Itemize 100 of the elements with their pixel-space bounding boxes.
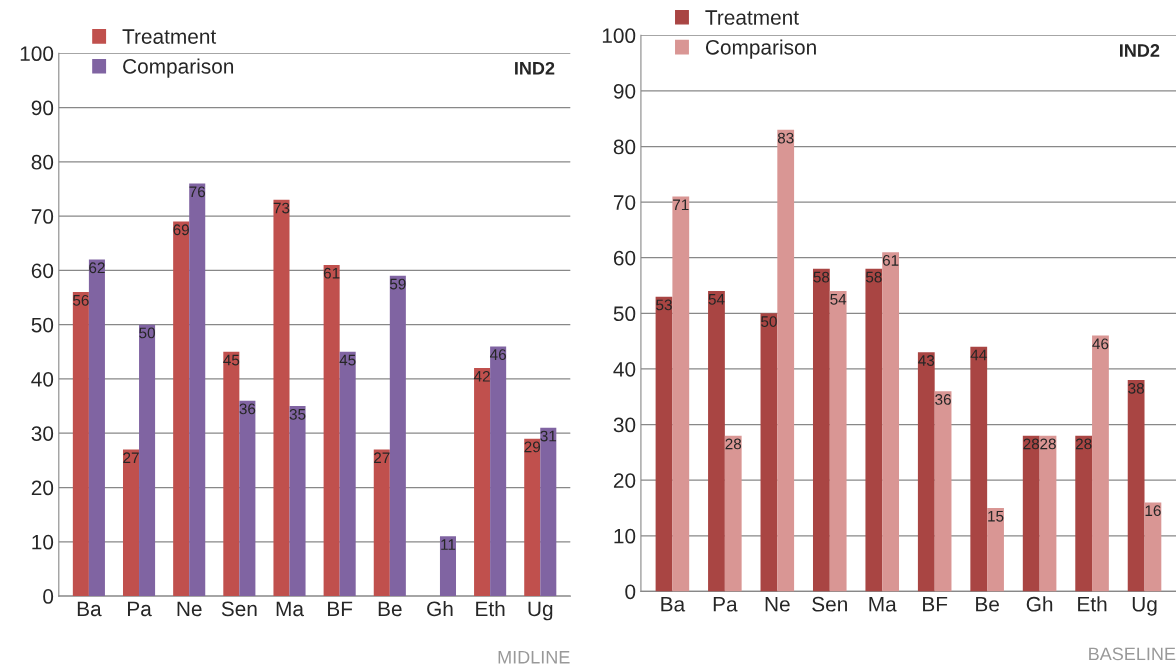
bar	[72, 292, 89, 597]
data-label: 61	[882, 255, 899, 266]
y-tick-label: 0	[43, 589, 54, 604]
bar	[812, 268, 830, 592]
x-tick-label: Pa	[128, 601, 152, 617]
text: MIDLINE	[498, 651, 570, 664]
x-tick-label: Eth	[1078, 596, 1107, 612]
x-tick-label: Gh	[427, 600, 453, 617]
y-tick-label: 50	[31, 317, 54, 333]
data-label: 44	[970, 349, 987, 361]
data-label: 42	[473, 370, 490, 382]
bar	[339, 351, 356, 597]
data-label: 62	[89, 262, 105, 274]
y-tick-label: 60	[613, 250, 636, 266]
x-tick-label: Ne	[765, 597, 790, 612]
y-tick-label: 100	[20, 46, 54, 62]
y-tick-label: 70	[613, 195, 636, 210]
bar	[934, 391, 952, 592]
bar	[987, 507, 1004, 592]
x-tick-label: Eth	[476, 600, 505, 617]
data-label: 29	[524, 441, 541, 453]
x-tick-label: Ma	[276, 601, 304, 617]
x-tick-label: Sen	[812, 596, 847, 612]
bar	[88, 259, 105, 597]
bar	[490, 346, 507, 597]
data-label: 45	[223, 354, 240, 366]
bar	[123, 449, 140, 597]
bar	[708, 291, 725, 592]
y-tick-label: 100	[602, 28, 636, 44]
bar	[373, 449, 390, 597]
data-label: 31	[540, 430, 557, 442]
data-label: 53	[656, 299, 672, 311]
bar	[289, 406, 306, 597]
data-label: 46	[489, 349, 506, 361]
data-label: 28	[725, 438, 742, 450]
bar	[724, 435, 742, 592]
x-tick-label: Pa	[713, 597, 738, 612]
x-tick-label: Ug	[528, 601, 553, 621]
x-tick-label: Be	[378, 601, 402, 617]
data-label: 50	[761, 316, 777, 327]
data-label: 56	[72, 294, 89, 306]
data-label: 83	[777, 132, 794, 144]
legend-label: Comparison	[705, 39, 816, 59]
bar	[882, 252, 900, 592]
y-tick-label: 40	[31, 371, 54, 387]
y-tick-label: 10	[614, 528, 636, 544]
legend-label: Treatment	[122, 29, 217, 44]
data-label: 54	[708, 294, 725, 305]
bar	[655, 296, 673, 592]
bar	[139, 324, 156, 597]
y-tick-label: 70	[31, 209, 54, 224]
bar	[273, 199, 290, 597]
bar	[672, 196, 690, 592]
bar	[829, 291, 847, 592]
data-label: 50	[139, 327, 155, 339]
y-tick-label: 50	[613, 306, 636, 322]
data-label: 58	[813, 271, 830, 283]
bar	[865, 268, 883, 592]
bar	[917, 352, 935, 592]
bar	[524, 438, 541, 597]
y-tick-label: 60	[31, 263, 54, 279]
bar	[239, 400, 256, 597]
bar	[1092, 335, 1109, 592]
data-label: 36	[239, 403, 256, 415]
annotation: IND2	[1120, 44, 1160, 57]
y-tick-label: 90	[613, 83, 636, 99]
annotation: IND2	[515, 61, 555, 75]
bar	[1022, 435, 1040, 592]
bar	[1127, 380, 1145, 592]
x-tick-label: Ug	[1132, 597, 1157, 616]
bar	[189, 183, 206, 597]
x-tick-label: Sen	[221, 601, 257, 617]
bar	[474, 368, 491, 597]
x-tick-label: Ne	[177, 601, 202, 617]
y-tick-label: 80	[31, 154, 54, 170]
bar	[970, 346, 988, 592]
data-label: 71	[673, 199, 689, 211]
bar	[223, 351, 240, 597]
y-tick-label: 30	[31, 426, 54, 441]
y-tick-label: 0	[625, 584, 636, 600]
data-label: 61	[323, 267, 340, 279]
x-tick-label: Ba	[661, 597, 686, 612]
data-label: 27	[123, 452, 139, 464]
text: BASELINE	[1089, 647, 1176, 661]
legend-label: Treatment	[705, 10, 799, 25]
bar	[540, 427, 557, 597]
x-tick-label: Be	[976, 597, 999, 612]
bar	[760, 313, 778, 592]
y-tick-label: 20	[31, 480, 54, 496]
y-tick-label: 30	[613, 417, 636, 433]
y-tick-label: 40	[613, 361, 636, 377]
data-label: 28	[1075, 438, 1092, 450]
data-label: 38	[1128, 382, 1144, 394]
x-tick-label: BF	[328, 601, 353, 617]
bar	[323, 264, 340, 597]
legend-label: Comparison	[123, 58, 234, 78]
data-label: 54	[830, 294, 847, 305]
data-label: 43	[918, 355, 935, 366]
y-tick-label: 20	[613, 473, 636, 488]
data-label: 45	[339, 354, 356, 366]
